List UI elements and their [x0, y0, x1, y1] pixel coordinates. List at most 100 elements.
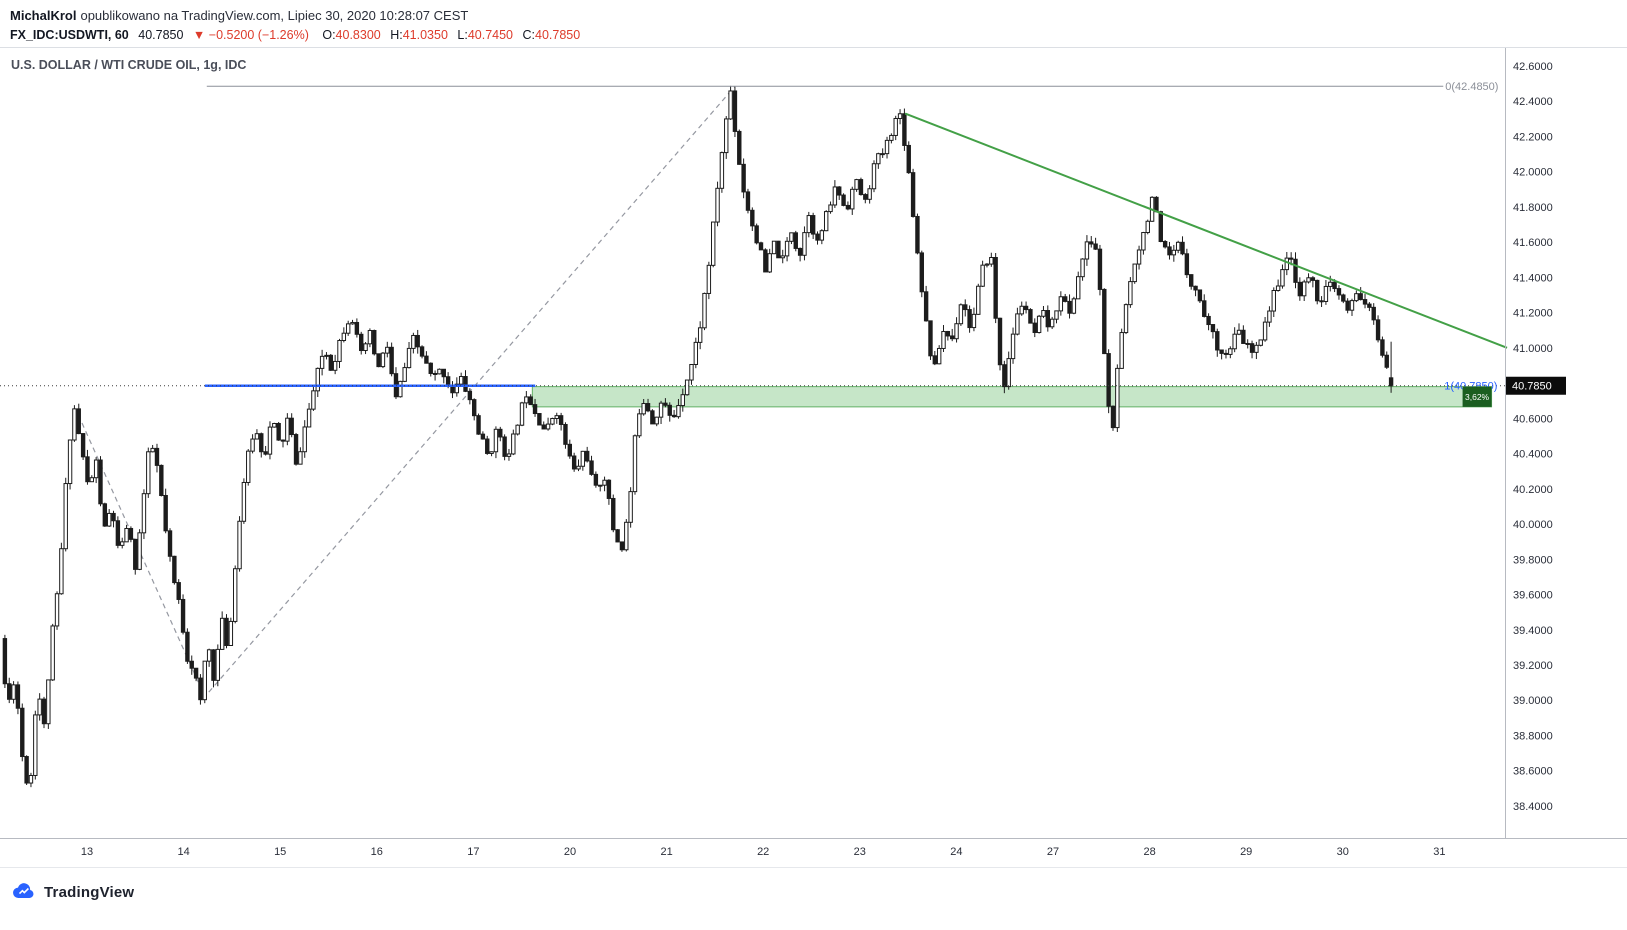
- candle-body: [80, 433, 86, 458]
- candle-body: [1115, 367, 1120, 429]
- candle-body: [837, 186, 842, 196]
- candle-body: [20, 707, 25, 758]
- candle-body: [246, 450, 251, 483]
- candle-body: [680, 394, 685, 407]
- candle-body: [93, 459, 99, 479]
- candle-body: [359, 333, 364, 352]
- candle-body: [233, 568, 238, 622]
- candle-body: [1254, 344, 1259, 353]
- candle-body: [476, 415, 481, 435]
- candle-body: [1162, 240, 1168, 248]
- candle-body: [76, 408, 81, 435]
- candle-body: [1006, 358, 1011, 388]
- candle-body: [658, 402, 664, 418]
- candle-body: [1102, 288, 1107, 355]
- candle-body: [958, 304, 964, 325]
- candle-body: [367, 329, 373, 345]
- candle-body: [711, 221, 716, 266]
- candle-body: [558, 415, 564, 425]
- candle-body: [458, 376, 464, 385]
- time-axis[interactable]: 13 14 15 16 17 20 21 22 23 24 27 28 29 30 31: [81, 846, 1446, 858]
- candle-body: [206, 649, 212, 662]
- candle-body: [1054, 310, 1059, 320]
- candle-body: [1349, 300, 1355, 311]
- footer-brand[interactable]: TradingView: [44, 883, 135, 901]
- candle-body: [185, 631, 190, 662]
- candle-body: [576, 465, 581, 470]
- candle-body: [211, 649, 216, 681]
- candle-body: [889, 134, 894, 141]
- candle-body: [1193, 285, 1198, 291]
- candle-body: [611, 497, 616, 531]
- price-tick-label: 38.4000: [1513, 801, 1553, 813]
- price-tick-label: 40.4000: [1513, 449, 1553, 461]
- candle-body: [515, 424, 520, 435]
- candle-body: [693, 341, 699, 365]
- candle-body: [1097, 248, 1103, 290]
- tradingview-logo-icon[interactable]: [12, 880, 36, 904]
- candle-body: [1345, 300, 1350, 311]
- candle-body: [706, 264, 712, 294]
- candle-body: [741, 163, 746, 193]
- candle-body: [72, 408, 77, 441]
- zone-stats-box[interactable]: [1462, 386, 1492, 407]
- support-zone[interactable]: [531, 386, 1493, 408]
- chart-title: U.S. DOLLAR / WTI CRUDE OIL, 1g, IDC: [11, 58, 246, 72]
- time-tick-label: 21: [660, 846, 672, 858]
- candle-body: [1119, 332, 1124, 369]
- price-tick-label: 38.6000: [1513, 766, 1553, 778]
- candle-body: [1067, 300, 1072, 314]
- candle-body: [832, 186, 838, 206]
- time-tick-label: 22: [757, 846, 769, 858]
- candle-body: [715, 187, 720, 223]
- chart-canvas[interactable]: 0(42.4850)1(40.7850)3,62%U.S. DOLLAR / W…: [0, 48, 1627, 867]
- candle-body: [602, 479, 607, 486]
- last-price-tag-value: 40.7850: [1512, 381, 1552, 393]
- candle-body: [1106, 353, 1111, 407]
- candle-body: [172, 555, 177, 584]
- price-tick-label: 42.0000: [1513, 167, 1553, 179]
- candle-body: [776, 240, 781, 259]
- ohlc-close: C:40.7850: [522, 28, 581, 42]
- candle-body: [345, 323, 351, 334]
- price-axis[interactable]: 42.6000 42.4000 42.2000 42.0000 41.8000 41.60…: [1513, 61, 1553, 813]
- candle-body: [1002, 364, 1007, 388]
- time-tick-label: 31: [1433, 846, 1445, 858]
- candle-body: [306, 408, 312, 428]
- candle-body: [1093, 243, 1098, 250]
- candle-body: [219, 617, 225, 650]
- candle-body: [354, 321, 360, 335]
- candle-body: [67, 439, 73, 485]
- candle-body: [280, 439, 286, 442]
- candle-body: [524, 396, 529, 404]
- candle-body: [15, 684, 21, 709]
- candle-body: [915, 215, 920, 254]
- candle-body: [11, 684, 16, 700]
- candle-body: [1062, 296, 1068, 302]
- candle-body: [402, 367, 407, 382]
- candle-body: [850, 188, 855, 210]
- descending-trendline[interactable]: [904, 112, 1508, 349]
- candle-body: [389, 346, 394, 375]
- candle-body: [1145, 220, 1150, 234]
- price-tick-label: 41.2000: [1513, 308, 1553, 320]
- candle-body: [1275, 285, 1281, 291]
- quote-row: FX_IDC:USDWTI, 60 40.7850 ▼ −0.5200 (−1.…: [10, 27, 1617, 43]
- candle-body: [641, 403, 646, 415]
- candle-body: [89, 477, 94, 483]
- candle-body: [936, 347, 942, 365]
- ohlc-low: L:40.7450: [457, 28, 514, 42]
- candle-body: [758, 242, 764, 251]
- candle-body: [59, 548, 64, 595]
- candle-body: [997, 317, 1003, 366]
- candle-body: [724, 118, 729, 154]
- candle-body: [976, 285, 981, 315]
- candle-body: [763, 249, 768, 273]
- candle-body: [567, 443, 573, 457]
- candle-body: [1336, 288, 1342, 296]
- candle-body: [767, 253, 772, 273]
- fib-level-0-label: 0(42.4850): [1445, 81, 1498, 93]
- candle-body: [467, 390, 473, 401]
- candle-body: [1084, 241, 1090, 260]
- candle-body: [1202, 300, 1207, 317]
